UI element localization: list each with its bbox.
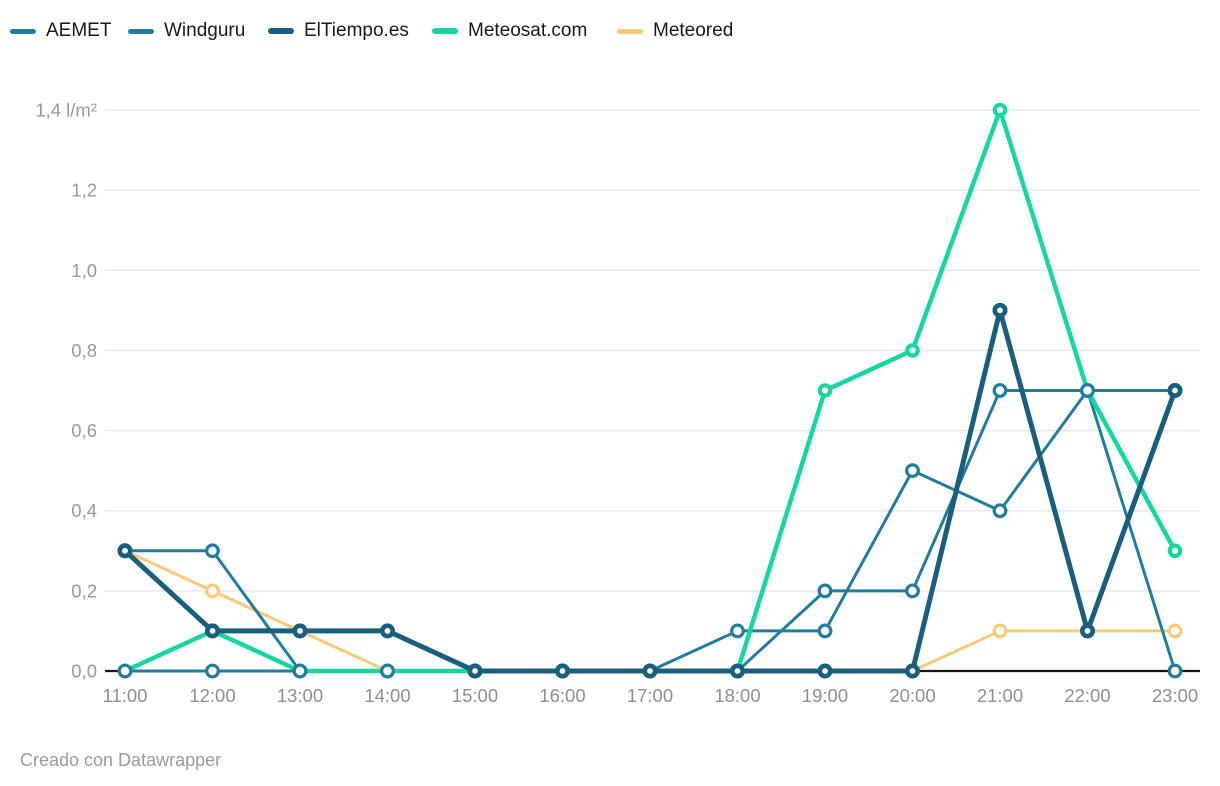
markers-meteored (117, 543, 1183, 679)
x-axis-labels: 11:00 12:00 13:00 14:00 15:00 16:00 17:00 18:00… (103, 685, 1199, 706)
legend-swatch-icon (268, 27, 294, 35)
legend-item-aemet: AEMET (10, 16, 111, 46)
legend-label: Windguru (164, 20, 246, 41)
data-point-marker (992, 302, 1008, 318)
y-tick-label: 1,0 (71, 260, 97, 281)
legend-swatch-icon (432, 27, 458, 35)
markers-eltiempo-es (117, 302, 1183, 679)
y-tick-label: 0,8 (71, 340, 97, 361)
x-tick-label: 22:00 (1064, 685, 1110, 706)
data-point-marker (117, 543, 133, 559)
data-point-marker (205, 583, 220, 599)
x-tick-label: 20:00 (889, 685, 935, 706)
data-point-marker (205, 543, 220, 559)
data-point-marker (205, 623, 221, 639)
series-lines (122, 107, 1178, 674)
data-point-marker (1167, 382, 1183, 398)
x-tick-label: 14:00 (364, 685, 410, 706)
x-tick-label: 13:00 (277, 685, 323, 706)
legend-label: Meteosat.com (468, 20, 588, 41)
markers-aemet (117, 383, 1183, 679)
legend-label: ElTiempo.es (304, 20, 409, 41)
data-point-marker (905, 343, 920, 358)
legend-swatch-icon (617, 28, 643, 34)
data-point-marker (817, 663, 833, 679)
legend-label: AEMET (46, 20, 112, 41)
x-tick-label: 23:00 (1152, 685, 1198, 706)
chart-legend: AEMET Windguru ElTiempo.es Meteosat.com Mete… (0, 16, 1220, 46)
data-point-marker (1080, 623, 1096, 639)
data-point-marker (992, 503, 1008, 519)
data-point-marker (380, 663, 395, 679)
data-point-marker (817, 383, 833, 398)
series-line-eltiempo-es (122, 307, 1178, 674)
y-tick-label: 0,4 (71, 500, 97, 521)
y-tick-label: 1,4 l/m² (35, 100, 97, 121)
y-tick-label: 1,2 (71, 180, 97, 201)
legend-item-windguru: Windguru (128, 16, 245, 46)
data-point-marker (554, 663, 570, 679)
series-line-meteored (123, 549, 1177, 673)
data-point-marker (205, 663, 220, 679)
datawrapper-credit-link[interactable]: Creado con Datawrapper (20, 750, 222, 770)
x-tick-label: 18:00 (714, 685, 760, 706)
legend-item-meteosat-com: Meteosat.com (432, 16, 587, 46)
x-tick-label: 19:00 (802, 685, 848, 706)
data-point-marker (292, 663, 308, 679)
data-point-marker (992, 623, 1008, 639)
x-tick-label: 11:00 (103, 685, 148, 706)
x-tick-label: 12:00 (189, 685, 235, 706)
legend-swatch-icon (128, 28, 154, 34)
x-tick-label: 17:00 (627, 685, 673, 706)
x-tick-label: 16:00 (539, 685, 585, 706)
data-point-marker (1167, 623, 1183, 639)
data-point-marker (1080, 383, 1095, 398)
data-point-marker (642, 663, 658, 679)
data-point-marker (905, 463, 920, 479)
data-point-marker (1167, 543, 1183, 559)
data-point-marker (992, 102, 1008, 118)
y-tick-label: 0,0 (71, 661, 97, 682)
y-tick-label: 0,2 (71, 580, 97, 601)
data-point-marker (817, 583, 833, 599)
data-point-marker (992, 383, 1008, 398)
data-point-markers (117, 102, 1183, 679)
data-point-marker (730, 623, 745, 639)
data-point-marker (904, 663, 920, 679)
legend-item-eltiempo-es: ElTiempo.es (268, 16, 409, 46)
legend-swatch-icon (10, 28, 36, 34)
data-point-marker (379, 623, 395, 639)
x-tick-label: 21:00 (977, 685, 1023, 706)
legend-item-meteored: Meteored (617, 16, 733, 46)
data-point-marker (1167, 663, 1183, 679)
data-point-marker (817, 623, 833, 639)
data-point-marker (467, 663, 483, 679)
data-point-marker (117, 663, 133, 679)
data-point-marker (729, 663, 745, 679)
x-tick-label: 15:00 (452, 685, 498, 706)
y-axis-labels: 0,0 0,2 0,4 0,6 0,8 1,0 1,2 1,4 l/m² (35, 100, 97, 682)
legend-label: Meteored (653, 20, 734, 41)
y-gridlines (105, 109, 1200, 592)
data-point-marker (905, 583, 920, 599)
data-point-marker (292, 623, 308, 639)
y-tick-label: 0,6 (71, 420, 97, 441)
